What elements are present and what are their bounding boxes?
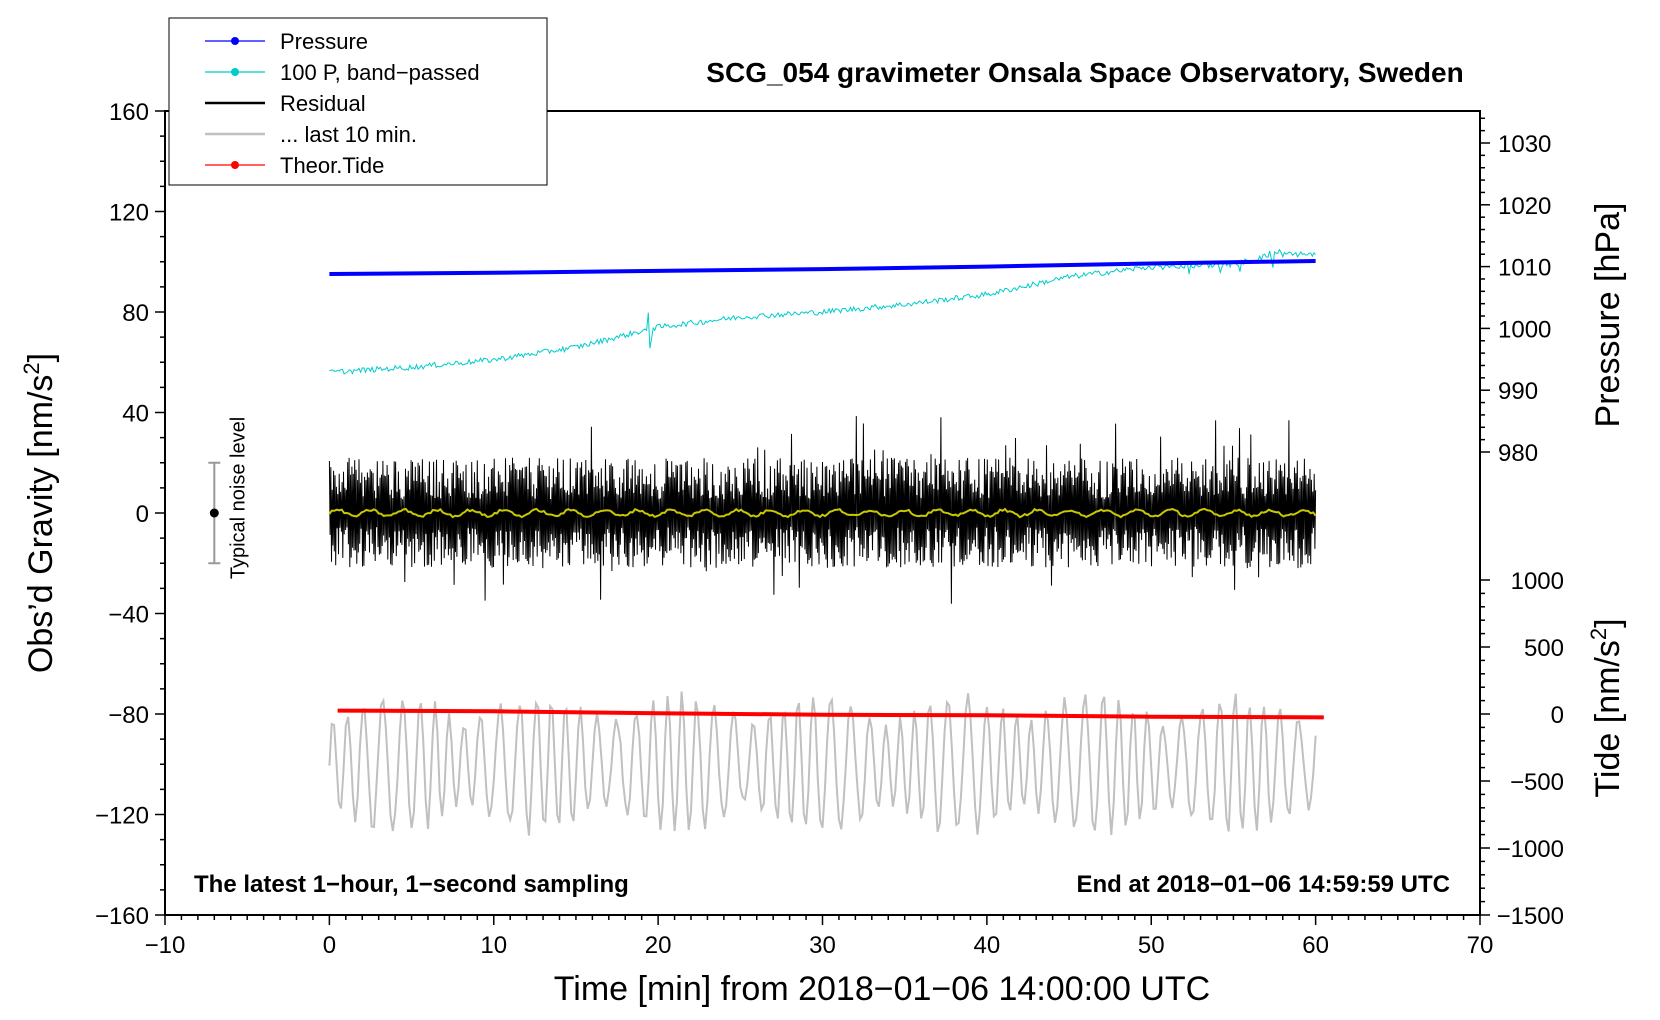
y-tick-label: −120	[95, 803, 149, 830]
tide-tick-label: 1000	[1511, 568, 1564, 595]
y-tick-label: 0	[136, 501, 149, 528]
pressure-tick-label: 990	[1498, 378, 1538, 405]
pressure-axis-title: Pressure [hPa]	[1589, 203, 1627, 428]
y-axis-title-sup: 2	[19, 362, 44, 374]
noise-label: Typical noise level	[227, 417, 249, 579]
y-tick-label: −40	[108, 602, 149, 629]
y-axis-title: Obs’d Gravity [nm/s2]	[19, 353, 60, 673]
x-tick-label: 20	[645, 932, 672, 959]
y-tick-label: −160	[95, 903, 149, 930]
y-tick-label: 80	[122, 300, 149, 327]
pressure-tick-label: 1010	[1498, 255, 1551, 282]
series-residual-smoothed	[328, 507, 1317, 519]
tide-axis-title-text: Tide [nm/s	[1589, 640, 1627, 797]
tide-tick-label: −1000	[1497, 836, 1564, 863]
legend-label: 100 P, band−passed	[280, 60, 480, 85]
legend-swatch-marker	[231, 37, 239, 45]
y-axis-title-close: ]	[22, 353, 60, 362]
tide-tick-label: −500	[1510, 769, 1564, 796]
tide-tick-label: −1500	[1497, 903, 1564, 930]
legend-item: Residual	[205, 91, 366, 116]
sampling-annotation: The latest 1−hour, 1−second sampling	[194, 871, 629, 898]
noise-level-indicator: Typical noise level	[208, 417, 249, 579]
series-pressure	[329, 259, 1316, 276]
tide-axis-title-sup: 2	[1586, 628, 1611, 640]
y-tick-label: 160	[109, 99, 149, 126]
legend-item: Theor.Tide	[205, 153, 384, 178]
legend: Pressure 100 P, band−passed Residual ... la…	[168, 17, 548, 186]
axis-layer: −10 0 10 20 30 40 50 60 7016012080400−40−80−120−…	[95, 99, 1564, 959]
legend-label: Residual	[280, 91, 366, 116]
tide-tick-label: 0	[1551, 702, 1564, 729]
series-residual	[328, 415, 1317, 604]
series-theoretical-tide	[337, 708, 1324, 720]
x-tick-label: 40	[974, 932, 1001, 959]
legend-label: Pressure	[280, 29, 368, 54]
x-tick-label: 30	[809, 932, 836, 959]
legend-box	[168, 17, 548, 186]
end-time-annotation: End at 2018−01−06 14:59:59 UTC	[1076, 871, 1450, 898]
series-band-passed	[329, 248, 1316, 375]
y-tick-label: 40	[122, 401, 149, 428]
y-tick-label: −80	[108, 702, 149, 729]
pressure-tick-label: 1000	[1498, 316, 1551, 343]
legend-swatch-marker	[231, 161, 239, 169]
tide-axis-title: Tide [nm/s2]	[1586, 618, 1627, 797]
legend-label: ... last 10 min.	[280, 122, 417, 147]
x-tick-label: 60	[1302, 932, 1329, 959]
x-tick-label: 0	[323, 932, 336, 959]
x-tick-label: 70	[1467, 932, 1494, 959]
tide-tick-label: 500	[1524, 635, 1564, 662]
y-tick-label: 120	[109, 200, 149, 227]
x-tick-label: 50	[1138, 932, 1165, 959]
x-tick-label: −10	[145, 932, 186, 959]
legend-item: Pressure	[205, 29, 368, 54]
tide-axis-title-close: ]	[1589, 618, 1627, 627]
x-axis-title: Time [min] from 2018−01−06 14:00:00 UTC	[554, 970, 1210, 1008]
pressure-tick-label: 980	[1498, 440, 1538, 467]
chart-title: SCG_054 gravimeter Onsala Space Observat…	[706, 57, 1463, 88]
noise-center-dot	[209, 508, 219, 518]
legend-item: ... last 10 min.	[205, 122, 417, 147]
x-tick-label: 10	[480, 932, 507, 959]
series-layer	[328, 248, 1324, 836]
legend-items: Pressure 100 P, band−passed Residual ... la…	[205, 29, 480, 178]
legend-item: 100 P, band−passed	[205, 60, 480, 85]
legend-label: Theor.Tide	[280, 153, 384, 178]
y-axis-title-text: Obs’d Gravity [nm/s	[22, 375, 60, 674]
pressure-tick-label: 1030	[1498, 131, 1551, 158]
legend-swatch-marker	[231, 68, 239, 76]
series-last-10-min	[328, 691, 1317, 836]
pressure-tick-label: 1020	[1498, 193, 1551, 220]
